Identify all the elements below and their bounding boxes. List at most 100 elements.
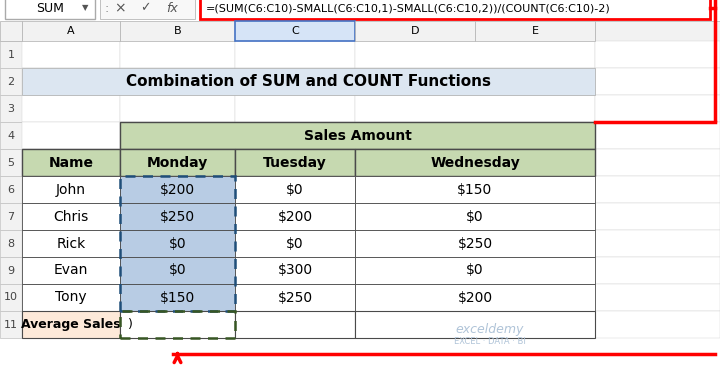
Bar [22, 230, 120, 257]
Text: Tuesday: Tuesday [263, 156, 327, 170]
Text: B: B [174, 26, 181, 36]
Bar [595, 122, 720, 149]
Bar [120, 257, 235, 284]
Bar [355, 21, 475, 41]
Text: Rick: Rick [56, 237, 86, 251]
Bar [22, 41, 120, 68]
Bar [475, 21, 595, 41]
Bar [355, 176, 595, 203]
Bar [595, 149, 720, 176]
Bar [355, 149, 595, 176]
Bar [5, 0, 95, 19]
Bar [595, 95, 720, 122]
Text: $150: $150 [457, 182, 492, 196]
Text: SUM: SUM [36, 2, 64, 14]
Text: $200: $200 [277, 210, 312, 224]
Text: =(SUM(C6:C10)-SMALL(C6:C10,1)-SMALL(C6:C10,2))/(COUNT(C6:C10)-2): =(SUM(C6:C10)-SMALL(C6:C10,1)-SMALL(C6:C… [206, 3, 611, 13]
Bar [120, 176, 235, 203]
Bar [100, 0, 195, 19]
Text: A: A [67, 26, 75, 36]
Bar [595, 68, 720, 95]
Text: Sales Amount: Sales Amount [304, 128, 411, 142]
Text: ): ) [128, 318, 133, 331]
Text: Chris: Chris [53, 210, 89, 224]
Bar [120, 203, 235, 230]
Text: 3: 3 [7, 103, 14, 114]
Bar [22, 203, 120, 230]
Bar [355, 68, 595, 95]
Bar [355, 203, 595, 230]
Text: 1: 1 [7, 49, 14, 60]
Bar [22, 257, 120, 284]
Bar [355, 311, 595, 338]
Bar [22, 149, 120, 176]
Text: John: John [56, 182, 86, 196]
Bar [355, 149, 595, 176]
Bar [355, 257, 595, 284]
Text: $200: $200 [457, 291, 492, 305]
Bar [22, 68, 595, 95]
Bar [0, 41, 22, 68]
Text: E: E [531, 26, 539, 36]
Text: Average Sales: Average Sales [21, 318, 121, 331]
Bar [595, 311, 720, 338]
Bar [595, 203, 720, 230]
Text: fx: fx [166, 2, 178, 14]
Bar [22, 311, 120, 338]
Bar [235, 95, 355, 122]
Bar [0, 21, 22, 41]
Text: $0: $0 [168, 263, 186, 277]
Bar [120, 176, 235, 203]
Bar [0, 149, 22, 176]
Bar [355, 230, 595, 257]
Bar [120, 230, 235, 257]
Text: 4: 4 [7, 130, 14, 140]
Bar [120, 122, 595, 149]
Bar [235, 311, 355, 338]
Text: 6: 6 [7, 184, 14, 194]
Bar [355, 230, 595, 257]
Bar [22, 95, 120, 122]
Bar [120, 284, 235, 311]
Bar [235, 203, 355, 230]
Bar [120, 122, 235, 149]
Text: $0: $0 [286, 182, 304, 196]
Bar [120, 95, 235, 122]
Text: $200: $200 [160, 182, 195, 196]
Bar [120, 203, 235, 230]
Bar [120, 176, 235, 311]
Text: ✓: ✓ [140, 2, 150, 14]
Text: 8: 8 [7, 238, 14, 249]
Bar [22, 176, 120, 203]
Bar [355, 41, 595, 68]
Bar [0, 284, 22, 311]
Bar [595, 284, 720, 311]
Bar [22, 21, 120, 41]
Text: 5: 5 [7, 158, 14, 168]
Bar [22, 122, 120, 149]
Text: $0: $0 [466, 210, 484, 224]
Text: EXCEL · DATA · BI: EXCEL · DATA · BI [454, 336, 526, 345]
Bar [235, 21, 355, 41]
Bar [120, 311, 235, 338]
Text: 10: 10 [4, 293, 18, 303]
Bar [22, 203, 120, 230]
Bar [595, 230, 720, 257]
Bar [355, 203, 595, 230]
Text: ×: × [114, 1, 126, 15]
Bar [235, 284, 355, 311]
Bar [235, 257, 355, 284]
Bar [355, 284, 595, 311]
Text: 9: 9 [7, 266, 14, 275]
Bar [235, 149, 355, 176]
Bar [595, 257, 720, 284]
Text: Name: Name [48, 156, 94, 170]
Text: $0: $0 [466, 263, 484, 277]
Bar [0, 95, 22, 122]
Bar [22, 284, 120, 311]
Text: $250: $250 [277, 291, 312, 305]
Text: 11: 11 [4, 319, 18, 329]
Text: C: C [291, 26, 299, 36]
Bar [0, 68, 22, 95]
Text: Tony: Tony [55, 291, 87, 305]
